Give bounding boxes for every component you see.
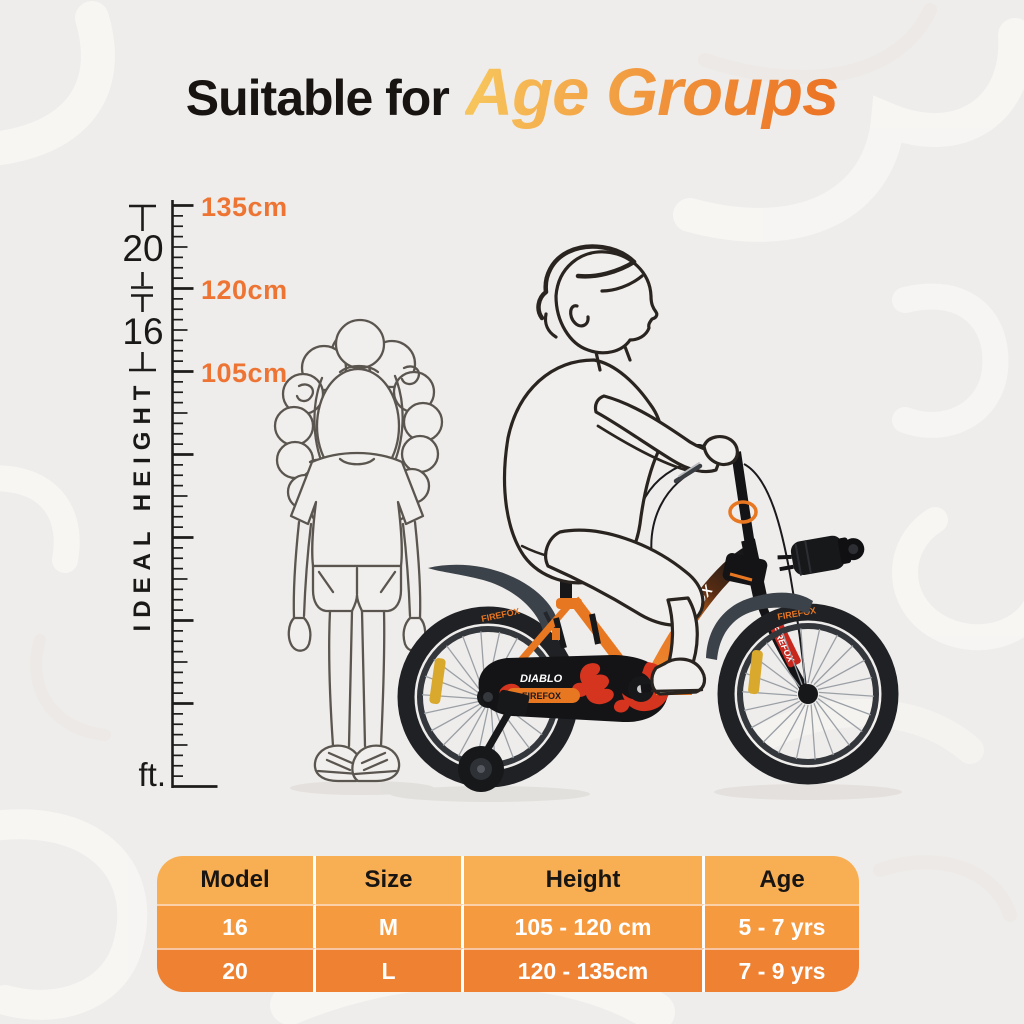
title-accent: Age Groups [464,55,839,130]
front-fender [706,592,813,660]
header-age: Age [759,866,805,893]
ruler-ticks [172,204,218,788]
boy-figure [502,244,739,696]
boy-arm [593,394,724,474]
boy-hair [536,244,644,339]
boy-ear [569,304,590,328]
header-model: Model [157,856,316,904]
height-mark-135cm: 135cm [201,192,288,222]
header-size: Size [316,856,464,904]
boy-hand [702,435,739,467]
ground-shadows [290,781,902,802]
cell-size-l: L [316,948,464,992]
rear-fender [428,564,559,631]
cell-height-120-135: 120 - 135cm [464,948,705,992]
wheel-size-20: 20 [122,228,164,269]
model-label: DIABLO [520,673,563,685]
cell-age-5-7: 5 - 7 yrs [705,904,859,948]
height-mark-120cm: 120cm [201,275,288,305]
cell-model-20: 20 [157,948,316,992]
feet-unit-label: ft. [138,756,166,793]
size-chart-table: Model Size Height Age 16 M 105 - 120 cm … [157,856,859,992]
table-row: 20 L 120 - 135cm 7 - 9 yrs [157,948,859,992]
boy-head [554,250,659,355]
title-prefix: Suitable for [185,70,450,126]
table-row: 16 M 105 - 120 cm 5 - 7 yrs [157,904,859,948]
chainguard-brand-label: FIREFOX [522,691,561,701]
page-title: Suitable for Age Groups [0,54,1024,131]
cell-model-16: 16 [157,904,316,948]
girl-shoes [313,744,401,783]
cell-size-m: M [316,904,464,948]
header-height: Height [464,856,705,904]
cell-age-7-9: 7 - 9 yrs [705,948,859,992]
ideal-height-axis-label: IDEAL HEIGHT [129,378,156,632]
boy-shoe [650,657,707,696]
cell-height-105-120: 105 - 120 cm [464,904,705,948]
training-wheel [458,689,530,792]
water-bottle [777,535,865,576]
height-mark-105cm: 105cm [201,358,288,388]
front-wheel: FIREFOX [717,603,899,785]
wheel-size-bracket [129,204,156,372]
girl-shirt [289,451,425,568]
table-header-row: Model Size Height Age [157,856,859,904]
wheel-size-16: 16 [122,311,164,352]
girl-figure [273,318,444,783]
